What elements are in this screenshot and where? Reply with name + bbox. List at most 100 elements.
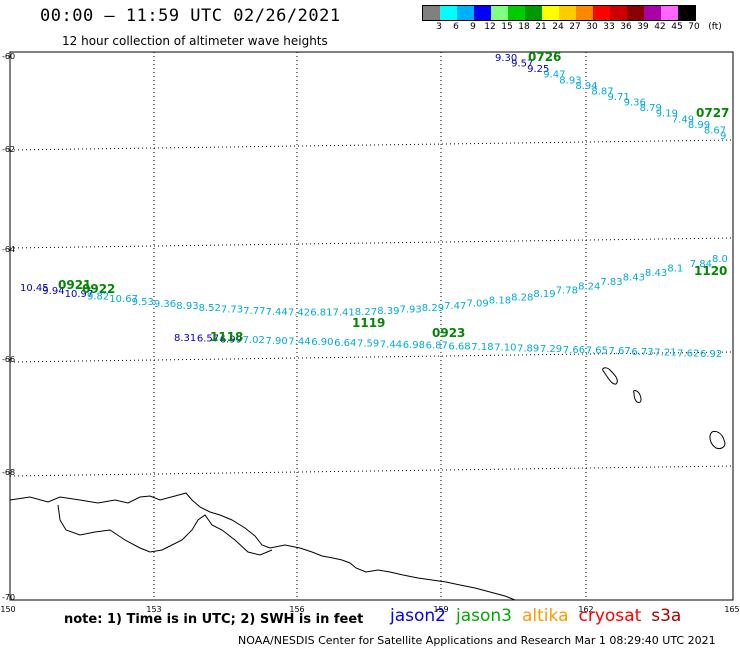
swh-value-label: 8.1 (667, 264, 683, 275)
swh-value-label: 8.67 (704, 125, 726, 136)
color-scale-label: 45 (671, 22, 683, 32)
swh-value-label: 8.31 (174, 333, 196, 344)
swh-value-label: 10.45 (20, 283, 49, 294)
lon-tick-label: 153 (146, 605, 161, 614)
color-swatch (678, 6, 695, 20)
color-scale-label: (ft) (708, 22, 722, 32)
color-scale-label: 36 (620, 22, 632, 32)
antarctic-coastline (9, 492, 516, 601)
parallel-line (9, 139, 734, 151)
swh-value-label: 7.41 (333, 308, 355, 319)
swh-value-label: 7.44 (266, 307, 288, 318)
color-swatch (644, 6, 661, 20)
swh-value-label: 7.67 (609, 346, 631, 357)
swh-value-label: 9.57 (511, 59, 533, 70)
swh-value-label: 6.68 (448, 341, 470, 352)
color-scale-label: 6 (453, 22, 459, 32)
island-outline (633, 390, 642, 403)
island-outline (602, 367, 618, 385)
legend-item-altika: altika (522, 606, 569, 626)
swh-value-label: 9.36 (154, 299, 176, 310)
chart-title: 00:00 – 11:59 UTC 02/26/2021 (40, 6, 341, 26)
swh-value-label: 8.18 (489, 296, 511, 307)
swh-value-label: 8.27 (355, 307, 377, 318)
swh-value-label: 6.64 (334, 338, 356, 349)
chart-subtitle: 12 hour collection of altimeter wave hei… (62, 34, 328, 48)
swh-value-label: 8.93 (176, 301, 198, 312)
time-tag: 1120 (694, 264, 727, 278)
swh-value-label: 9.25 (527, 64, 549, 75)
swh-value-label: 9.94 (42, 286, 64, 297)
parallel-line (9, 237, 734, 249)
color-scale-label: 24 (552, 22, 564, 32)
color-swatch (576, 6, 593, 20)
color-swatch (491, 6, 508, 20)
color-swatch (542, 6, 559, 20)
swh-value-label: 7.84 (690, 259, 712, 270)
color-scale-label: 18 (518, 22, 530, 32)
observation-labels: 9.309.579.259.478.938.948.879.719.368.79… (20, 50, 729, 360)
color-swatch (474, 6, 491, 20)
map-grid (9, 51, 734, 601)
swh-value-label: 7.59 (357, 339, 379, 350)
swh-value-label: 7.47 (444, 301, 466, 312)
lat-tick-label: -68 (2, 468, 15, 477)
swh-value-label: 10.97 (65, 289, 94, 300)
swh-value-label: 9 (720, 131, 726, 142)
swh-value-label: 6.73 (631, 347, 653, 358)
lat-tick-label: -62 (2, 145, 15, 154)
ice-shelf-edge (57, 504, 273, 556)
swh-value-label: 8.24 (578, 281, 600, 292)
satellite-legend: jason2 jason3 altika cryosat s3a (390, 606, 691, 626)
swh-value-label: 9.71 (608, 92, 630, 103)
map-axis-ticks: 150 153 156 159 162 165 -60 -62 -64 -66 -68 -70 (0, 52, 739, 614)
color-scale-label: 30 (586, 22, 598, 32)
time-tag: 0922 (82, 282, 115, 296)
swh-value-label: 9.30 (495, 53, 517, 64)
swh-value-label: 6.81 (310, 308, 332, 319)
swh-value-label: 7.73 (221, 305, 243, 316)
swh-value-label: 6.92 (700, 349, 722, 360)
swh-value-label: 7.44 (380, 339, 402, 350)
swh-value-label: 6.87 (426, 341, 448, 352)
swh-value-label: 7.77 (243, 306, 265, 317)
swh-value-label: 8.28 (511, 293, 533, 304)
swh-value-label: 7.18 (471, 342, 493, 353)
color-scale-label: 21 (535, 22, 547, 32)
swh-value-label: 7.44 (288, 337, 310, 348)
color-scale-label: 15 (501, 22, 513, 32)
lat-tick-label: -70 (2, 593, 15, 602)
lon-tick-label: 159 (433, 605, 448, 614)
lat-tick-label: -64 (2, 245, 15, 254)
swh-value-label: 8.43 (623, 273, 645, 284)
swh-value-label: 7.29 (540, 344, 562, 355)
footnote: note: 1) Time is in UTC; 2) SWH is in fe… (64, 612, 364, 627)
swh-value-label: 9.19 (656, 109, 678, 120)
lat-tick-label: -66 (2, 355, 15, 364)
swh-value-label: 10.67 (109, 294, 138, 305)
lon-tick-label: 156 (289, 605, 304, 614)
parallel-line (9, 465, 734, 477)
color-scale-label: 39 (637, 22, 649, 32)
swh-value-label: 7.89 (517, 343, 539, 354)
color-swatch (559, 6, 576, 20)
swh-value-label: 7.49 (672, 114, 694, 125)
swh-value-label: 8.39 (377, 306, 399, 317)
swh-value-label: 6.99 (220, 334, 242, 345)
color-scale-label: 42 (654, 22, 666, 32)
island-outline (709, 430, 726, 449)
swh-value-label: 8.99 (688, 120, 710, 131)
color-scale-label: 12 (484, 22, 496, 32)
map-frame (9, 51, 734, 601)
swh-value-label: 6.98 (403, 340, 425, 351)
time-tag: 0921 (58, 278, 91, 292)
legend-item-jason3: jason3 (456, 606, 512, 626)
color-swatch (593, 6, 610, 20)
lat-tick-label: -60 (2, 52, 15, 61)
swh-value-label: 8.79 (640, 103, 662, 114)
time-tag: 1118 (210, 330, 243, 344)
color-scale-label: 27 (569, 22, 581, 32)
swh-value-label: 8.94 (575, 81, 597, 92)
swh-value-label: 8.29 (422, 303, 444, 314)
color-swatch (457, 6, 474, 20)
